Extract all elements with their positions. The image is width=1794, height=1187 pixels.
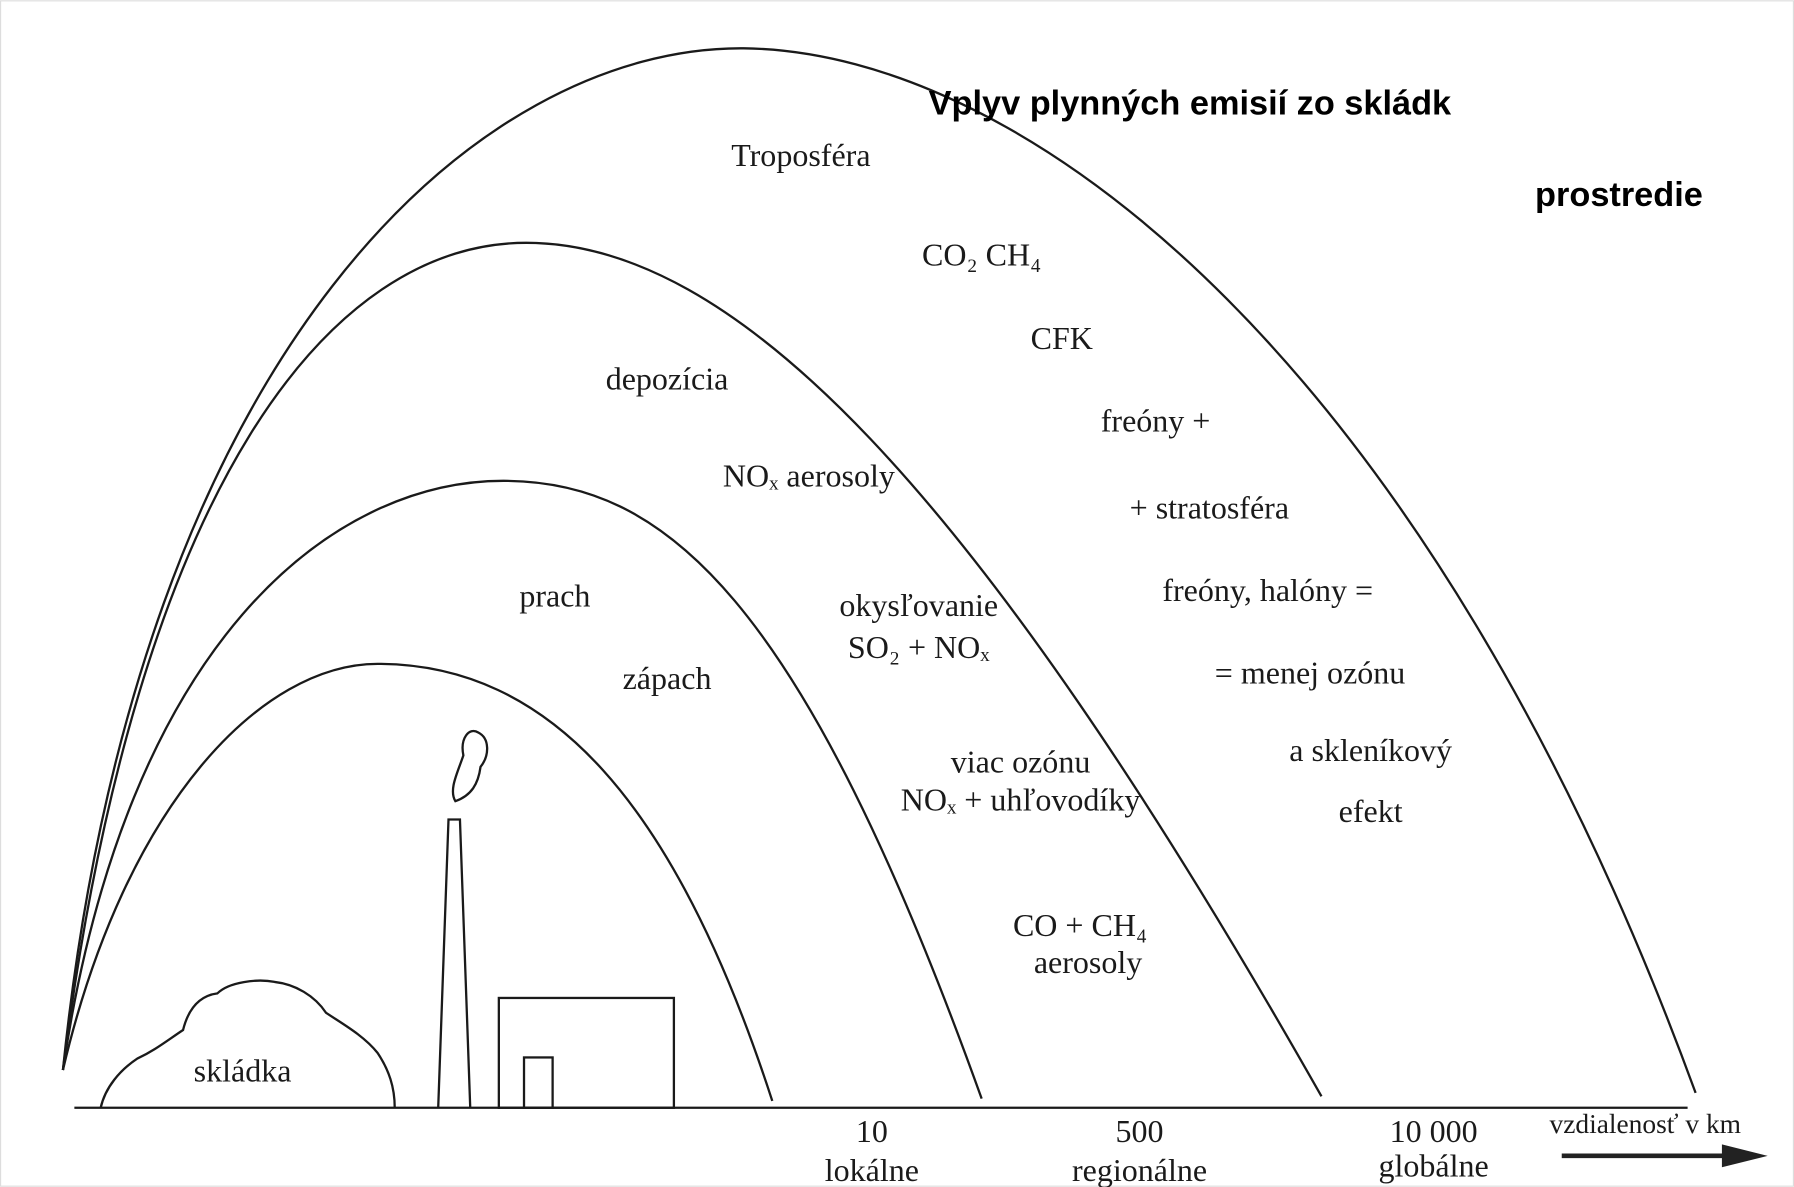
zone-label: = menej ozónu <box>1215 654 1406 690</box>
arrow <box>1561 1144 1768 1168</box>
zone-label: viac ozónu <box>951 744 1091 780</box>
zone-label: NOₓ aerosoly <box>723 458 895 494</box>
arc-regional <box>61 241 1323 1097</box>
chimney <box>437 818 472 1108</box>
region-label: lokálne <box>825 1152 919 1187</box>
distance-label: 10 000 <box>1390 1113 1478 1149</box>
zone-label: SO₂ + NOₓ <box>848 629 990 665</box>
distance-label: 500 <box>1116 1113 1164 1149</box>
zone-label: CO₂ CH₄ <box>922 237 1041 273</box>
zone-label: zápach <box>623 660 712 696</box>
zone-label: efekt <box>1339 793 1403 829</box>
zone-label: okysľovanie <box>839 587 998 623</box>
axis-label: vzdialenosť v km <box>1549 1109 1741 1139</box>
zone-label: freóny, halóny = <box>1162 572 1373 608</box>
title-line: prostredie <box>1535 176 1703 214</box>
zone-label: CFK <box>1031 320 1093 356</box>
zone-label: prach <box>519 578 590 614</box>
zone-label: CO + CH₄ <box>1013 907 1147 943</box>
arc-inner <box>61 662 774 1102</box>
region-label: globálne <box>1378 1147 1488 1183</box>
zone-label: Troposféra <box>731 137 870 173</box>
distance-label: 10 <box>856 1113 888 1149</box>
region-label: regionálne <box>1072 1152 1207 1187</box>
arc-global <box>61 47 1697 1094</box>
smoke <box>451 730 489 803</box>
door <box>522 1056 554 1109</box>
zone-label: freóny + <box>1101 403 1211 439</box>
arc-local <box>61 479 983 1100</box>
zone-label: aerosoly <box>1034 944 1142 980</box>
zone-label: a skleníkový <box>1289 732 1452 768</box>
zone-label: depozícia <box>606 360 729 396</box>
site-label: skládka <box>194 1052 292 1088</box>
landfill <box>99 979 396 1109</box>
title-line: Vplyv plynných emisií zo skládk <box>929 85 1452 123</box>
zone-label: NOₓ + uhľovodíky <box>901 781 1141 817</box>
building <box>497 996 676 1109</box>
zone-label: + stratosféra <box>1130 490 1289 526</box>
